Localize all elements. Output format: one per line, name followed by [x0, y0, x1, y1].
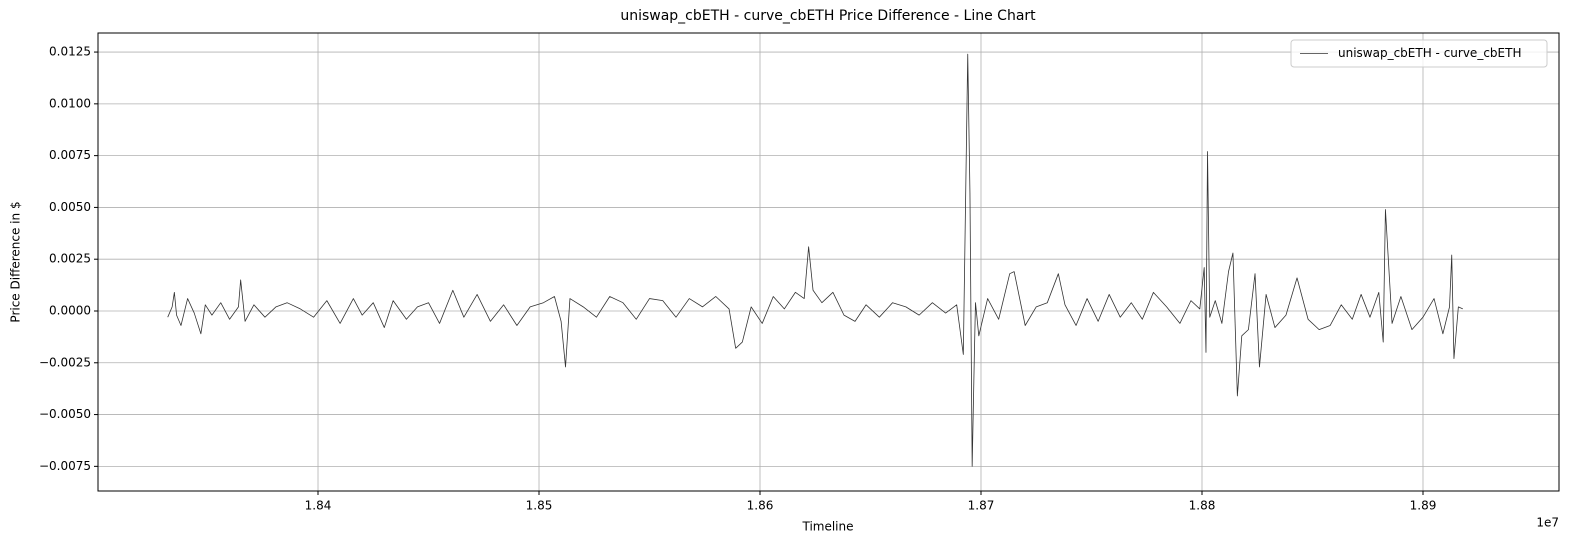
y-tick-label: 0.0100 — [49, 96, 91, 110]
y-tick-label: 0.0050 — [49, 200, 91, 214]
x-tick-label: 1.85 — [526, 499, 553, 513]
x-offset-label: 1e7 — [1536, 516, 1559, 530]
x-tick-label: 1.89 — [1410, 499, 1437, 513]
y-axis-label: Price Difference in $ — [9, 201, 23, 322]
x-tick-label: 1.87 — [968, 499, 995, 513]
y-tick-label: 0.0125 — [49, 45, 91, 59]
x-axis-label: Timeline — [801, 520, 853, 534]
x-tick-label: 1.86 — [747, 499, 774, 513]
y-tick-label: −0.0075 — [39, 459, 91, 473]
y-tick-label: −0.0050 — [39, 407, 91, 421]
legend-box — [1290, 39, 1548, 68]
y-tick-label: 0.0025 — [49, 252, 91, 266]
plot-frame — [97, 32, 1560, 492]
y-tick-label: 0.0000 — [49, 303, 91, 317]
x-tick-label: 1.84 — [305, 499, 332, 513]
legend-label: uniswap_cbETH - curve_cbETH — [1338, 46, 1521, 60]
chart-title: uniswap_cbETH - curve_cbETH Price Differ… — [620, 8, 1036, 24]
y-tick-label: −0.0025 — [39, 355, 91, 369]
y-tick-label: 0.0075 — [49, 148, 91, 162]
x-tick-label: 1.88 — [1189, 499, 1216, 513]
data-line — [167, 53, 1463, 467]
